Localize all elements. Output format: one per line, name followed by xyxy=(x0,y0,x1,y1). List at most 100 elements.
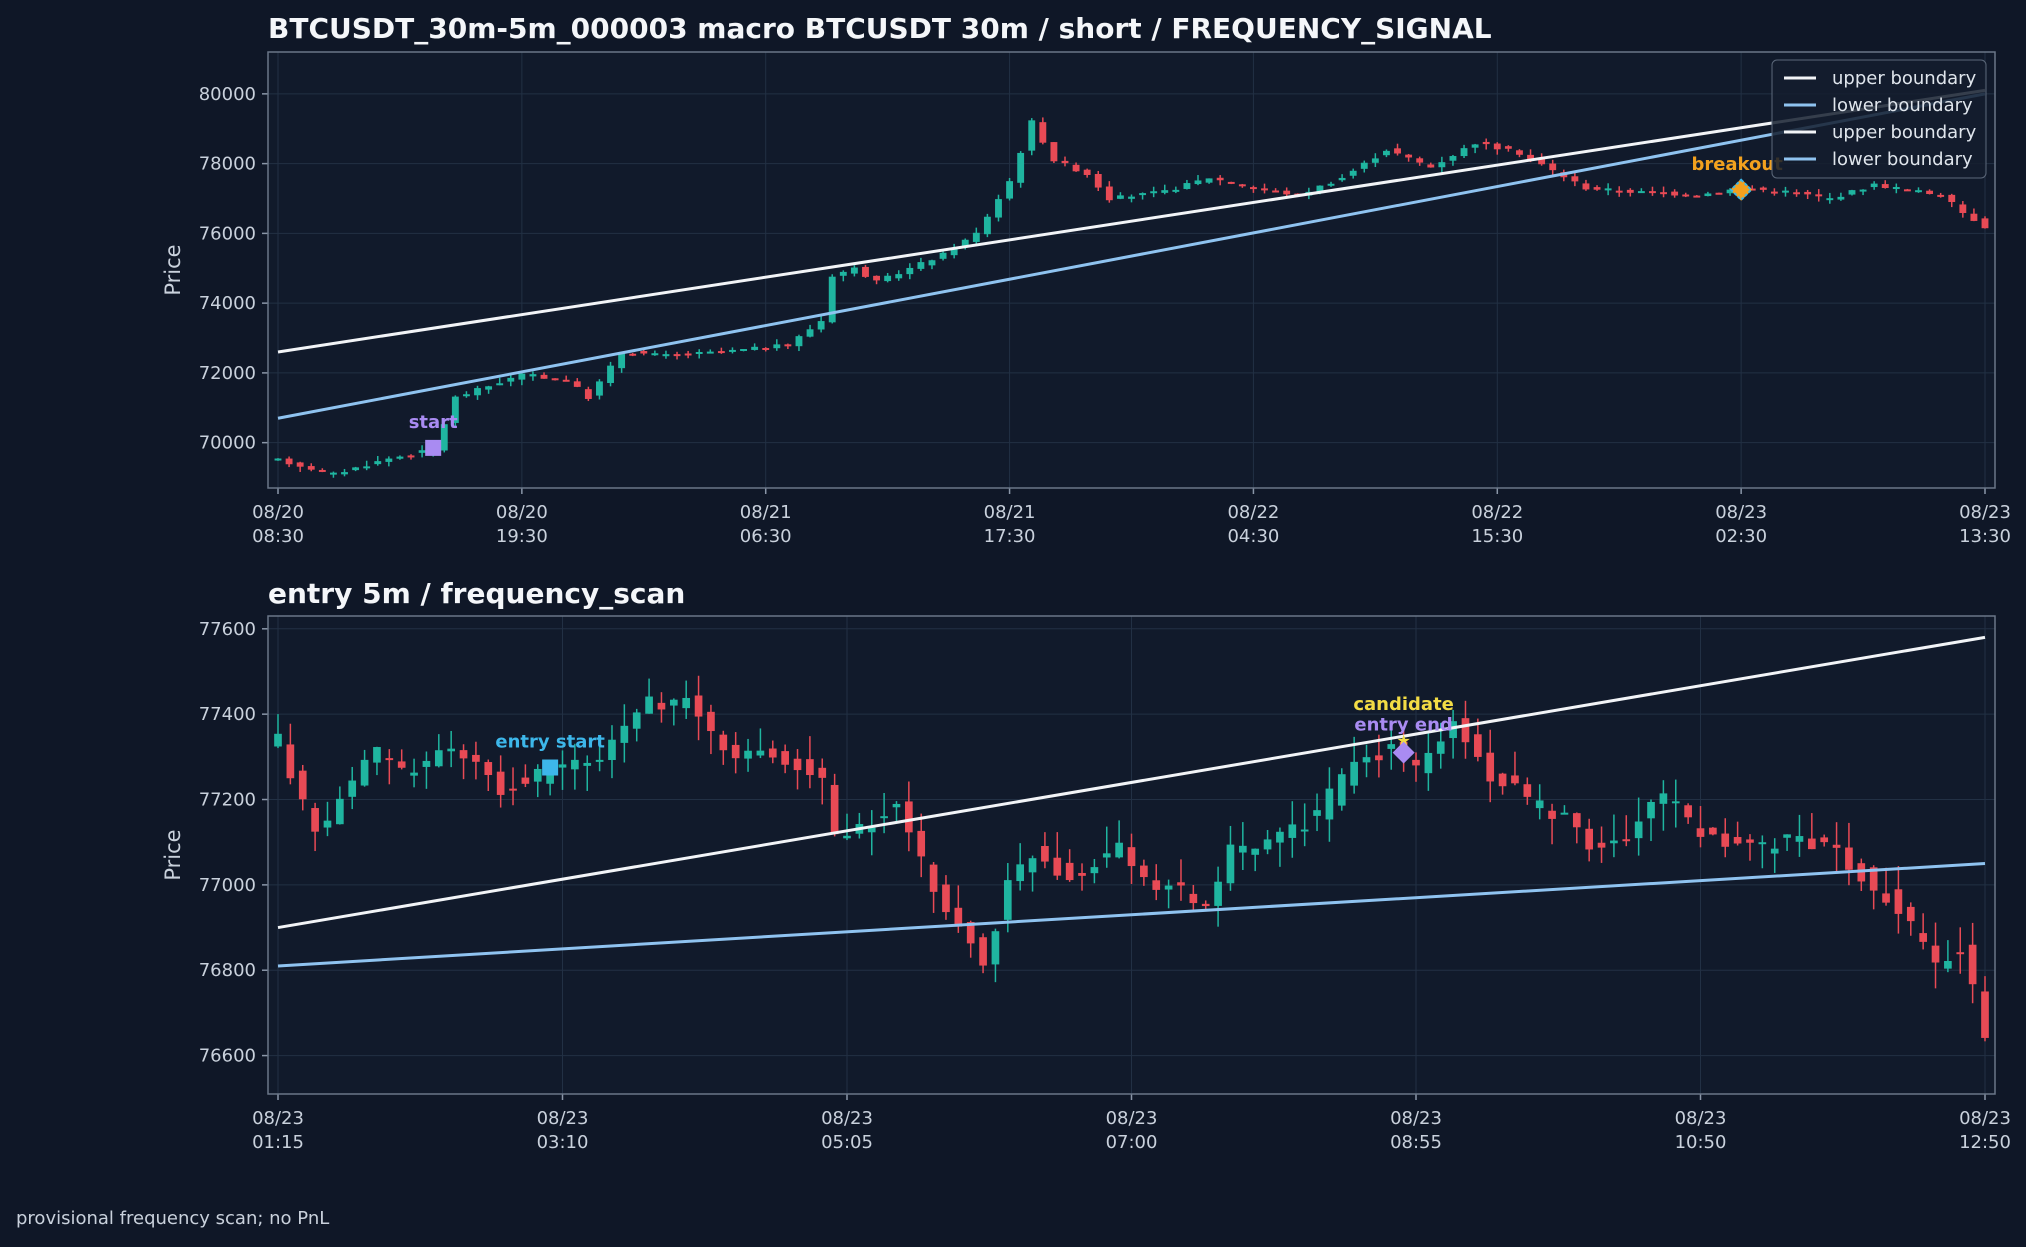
y-tick-label: 76000 xyxy=(199,223,256,244)
y-tick-label: 77000 xyxy=(199,875,256,896)
candle-body xyxy=(1482,141,1490,145)
candle-body xyxy=(906,267,914,275)
candle-body xyxy=(1003,880,1012,920)
candle-body xyxy=(596,381,603,396)
candle-body xyxy=(806,759,814,776)
candle-body xyxy=(830,784,839,835)
legend-label: lower boundary xyxy=(1832,149,1973,170)
candle-body xyxy=(1637,191,1645,194)
candle-body xyxy=(1177,882,1185,886)
candle-body xyxy=(1498,773,1507,787)
candle-body xyxy=(1337,774,1346,806)
candle-body xyxy=(571,759,579,770)
candle-body xyxy=(1516,150,1523,155)
candle-body xyxy=(1350,761,1358,786)
candle-body xyxy=(979,937,987,966)
candle-body xyxy=(929,864,938,892)
candle-body xyxy=(928,260,936,266)
candle-body xyxy=(1882,893,1890,903)
marker-square xyxy=(425,439,442,456)
x-tick-time: 01:15 xyxy=(252,1132,304,1153)
candle-body xyxy=(1139,193,1147,196)
candle-body xyxy=(1859,189,1867,192)
candle-body xyxy=(1937,194,1945,197)
x-tick-date: 08/20 xyxy=(252,502,304,523)
candle-body xyxy=(1571,176,1579,182)
legend-label: upper boundary xyxy=(1832,122,1977,143)
marker-square xyxy=(542,759,559,776)
candle-body xyxy=(434,750,443,767)
x-tick-time: 02:30 xyxy=(1715,526,1767,547)
candle-body xyxy=(1300,829,1309,832)
candle-body xyxy=(768,748,777,758)
candle-body xyxy=(1682,194,1690,197)
candle-body xyxy=(484,762,493,776)
candle-body xyxy=(1931,945,1940,963)
candle-body xyxy=(1726,189,1734,194)
candle-body xyxy=(311,808,319,832)
x-tick-date: 08/23 xyxy=(1959,1108,2011,1129)
candle-body xyxy=(1770,848,1779,854)
y-axis-label: Price xyxy=(161,244,185,295)
candle-body xyxy=(1189,893,1198,904)
candle-body xyxy=(972,232,980,242)
candle-body xyxy=(1416,158,1424,163)
candle-body xyxy=(684,353,692,356)
candle-body xyxy=(336,798,344,825)
candle-body xyxy=(1283,190,1291,195)
candle-body xyxy=(1548,810,1556,819)
candle-body xyxy=(1649,191,1656,194)
candle-body xyxy=(447,748,456,752)
candle-body xyxy=(1915,190,1922,193)
candle-body xyxy=(1461,718,1470,743)
candle-body xyxy=(1715,192,1723,195)
candle-body xyxy=(607,365,614,383)
candle-body xyxy=(1549,163,1557,171)
y-tick-label: 76800 xyxy=(199,960,256,981)
candle-body xyxy=(1090,867,1099,874)
plot-border xyxy=(267,51,1996,489)
candle-body xyxy=(1460,148,1468,157)
y-tick-label: 76600 xyxy=(199,1046,256,1067)
candle-body xyxy=(518,373,526,380)
candle-body xyxy=(1585,828,1594,850)
candle-body xyxy=(1837,196,1845,200)
candle-body xyxy=(533,768,542,782)
candle-body xyxy=(1065,862,1074,881)
candle-body xyxy=(329,472,337,475)
x-tick-time: 06:30 xyxy=(740,526,792,547)
x-tick-date: 08/20 xyxy=(496,502,548,523)
candle-body xyxy=(620,725,629,743)
candle-body xyxy=(1050,142,1058,162)
candle-body xyxy=(1832,844,1841,848)
macro-chart-panel: BTCUSDT_30m-5m_000003 macro BTCUSDT 30m … xyxy=(161,12,2011,547)
x-tick-time: 17:30 xyxy=(984,526,1036,547)
candle-body xyxy=(1709,827,1717,835)
candle-body xyxy=(298,770,307,800)
candle-body xyxy=(1424,752,1433,774)
x-tick-date: 08/21 xyxy=(984,502,1036,523)
candle-body xyxy=(629,353,637,356)
marker-label: entry end xyxy=(1354,715,1452,736)
candle-body xyxy=(1903,189,1911,192)
candle-body xyxy=(1659,793,1668,804)
candle-body xyxy=(645,696,653,714)
candle-body xyxy=(651,353,659,356)
candle-body xyxy=(1807,838,1816,850)
candle-body xyxy=(1272,190,1280,193)
x-tick-date: 08/23 xyxy=(537,1108,589,1129)
candle-body xyxy=(1313,810,1321,816)
candle-body xyxy=(1053,857,1062,876)
candle-body xyxy=(1948,194,1956,203)
x-tick-date: 08/21 xyxy=(740,502,792,523)
candle-body xyxy=(1610,840,1618,844)
y-tick-label: 74000 xyxy=(199,293,256,314)
candle-body xyxy=(418,450,426,453)
candle-body xyxy=(818,767,827,778)
candle-body xyxy=(729,349,736,352)
candle-body xyxy=(1892,187,1900,190)
candle-body xyxy=(323,820,332,828)
candle-body xyxy=(1538,158,1546,165)
candle-body xyxy=(1981,991,1989,1038)
candle-body xyxy=(756,750,765,756)
